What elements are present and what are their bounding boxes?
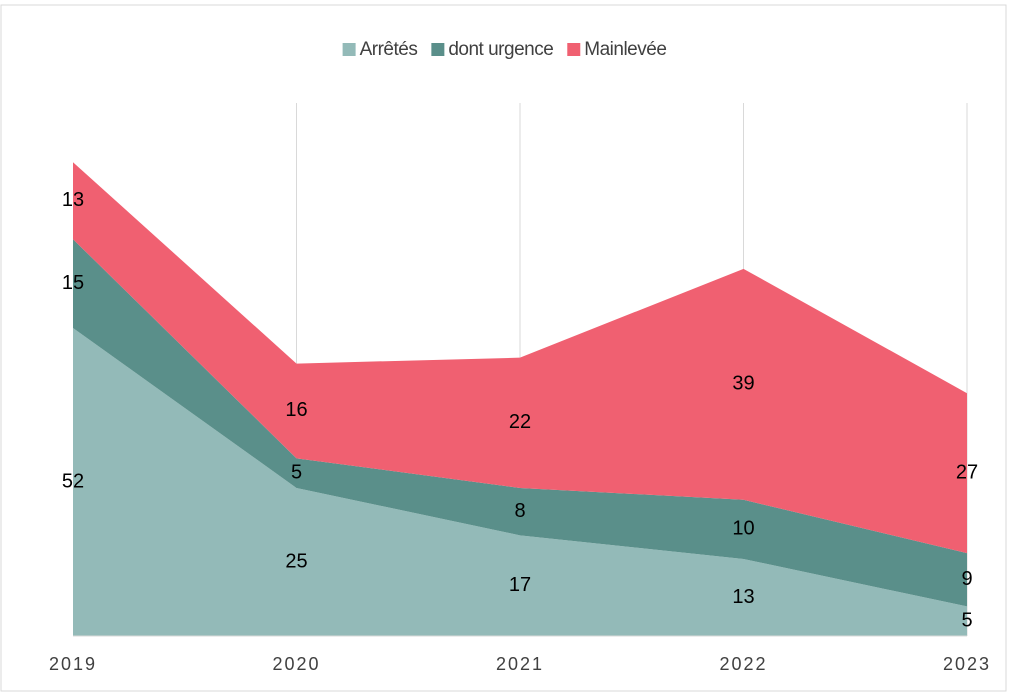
data-label: 25	[285, 550, 307, 572]
data-label: 9	[961, 568, 972, 590]
legend-label: dont urgence	[448, 39, 553, 60]
data-label: 27	[956, 461, 978, 483]
data-label: 8	[514, 500, 525, 522]
data-label: 13	[732, 586, 754, 608]
x-tick-label: 2021	[496, 654, 544, 674]
data-label: 5	[961, 609, 972, 631]
data-label: 10	[732, 518, 754, 540]
data-label: 16	[285, 399, 307, 421]
data-label: 39	[732, 373, 754, 395]
x-tick-label: 2023	[943, 654, 991, 674]
data-label: 5	[291, 461, 302, 483]
data-label: 52	[62, 470, 84, 492]
x-tick-label: 2019	[49, 654, 97, 674]
legend-swatch	[567, 43, 581, 56]
x-tick-label: 2020	[272, 654, 320, 674]
data-label: 13	[62, 189, 84, 211]
x-tick-label: 2022	[719, 654, 767, 674]
legend-swatch	[431, 43, 445, 56]
legend-label: Mainlevée	[584, 39, 666, 60]
area	[73, 162, 967, 554]
area	[73, 239, 967, 607]
data-label: 22	[509, 411, 531, 433]
legend: Arrêtés dont urgence Mainlevée	[342, 39, 667, 60]
legend-swatch	[342, 43, 356, 56]
legend-label: Arrêtés	[360, 39, 418, 60]
data-label: 17	[509, 574, 531, 596]
data-label: 15	[62, 272, 84, 294]
